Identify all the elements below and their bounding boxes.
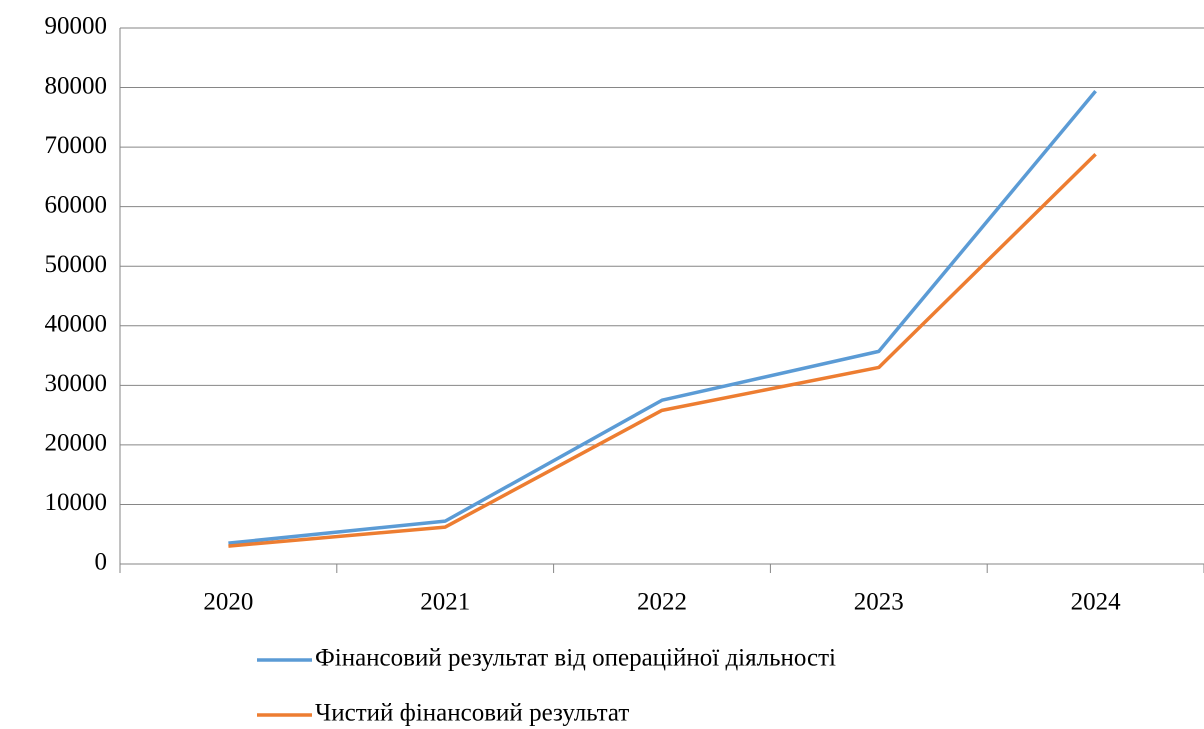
- y-tick-label: 60000: [45, 191, 108, 218]
- y-tick-label: 30000: [45, 370, 108, 397]
- x-tick-label: 2021: [420, 589, 470, 616]
- x-tick-label: 2022: [637, 589, 687, 616]
- y-tick-label: 20000: [45, 430, 108, 457]
- legend-label: Фінансовий результат від операційної дія…: [315, 645, 836, 672]
- series-line: [228, 90, 1097, 545]
- y-tick-label: 0: [95, 549, 108, 576]
- series-line: [228, 153, 1097, 548]
- y-tick-label: 10000: [45, 489, 108, 516]
- y-tick-label: 50000: [45, 251, 108, 278]
- x-tick-label: 2020: [203, 589, 253, 616]
- y-tick-label: 40000: [45, 311, 108, 338]
- y-tick-label: 90000: [45, 13, 108, 40]
- y-tick-label: 80000: [45, 72, 108, 99]
- x-tick-label: 2023: [854, 589, 904, 616]
- legend-label: Чистий фінансовий результат: [315, 700, 629, 727]
- y-tick-label: 70000: [45, 132, 108, 159]
- x-tick-label: 2024: [1071, 589, 1122, 616]
